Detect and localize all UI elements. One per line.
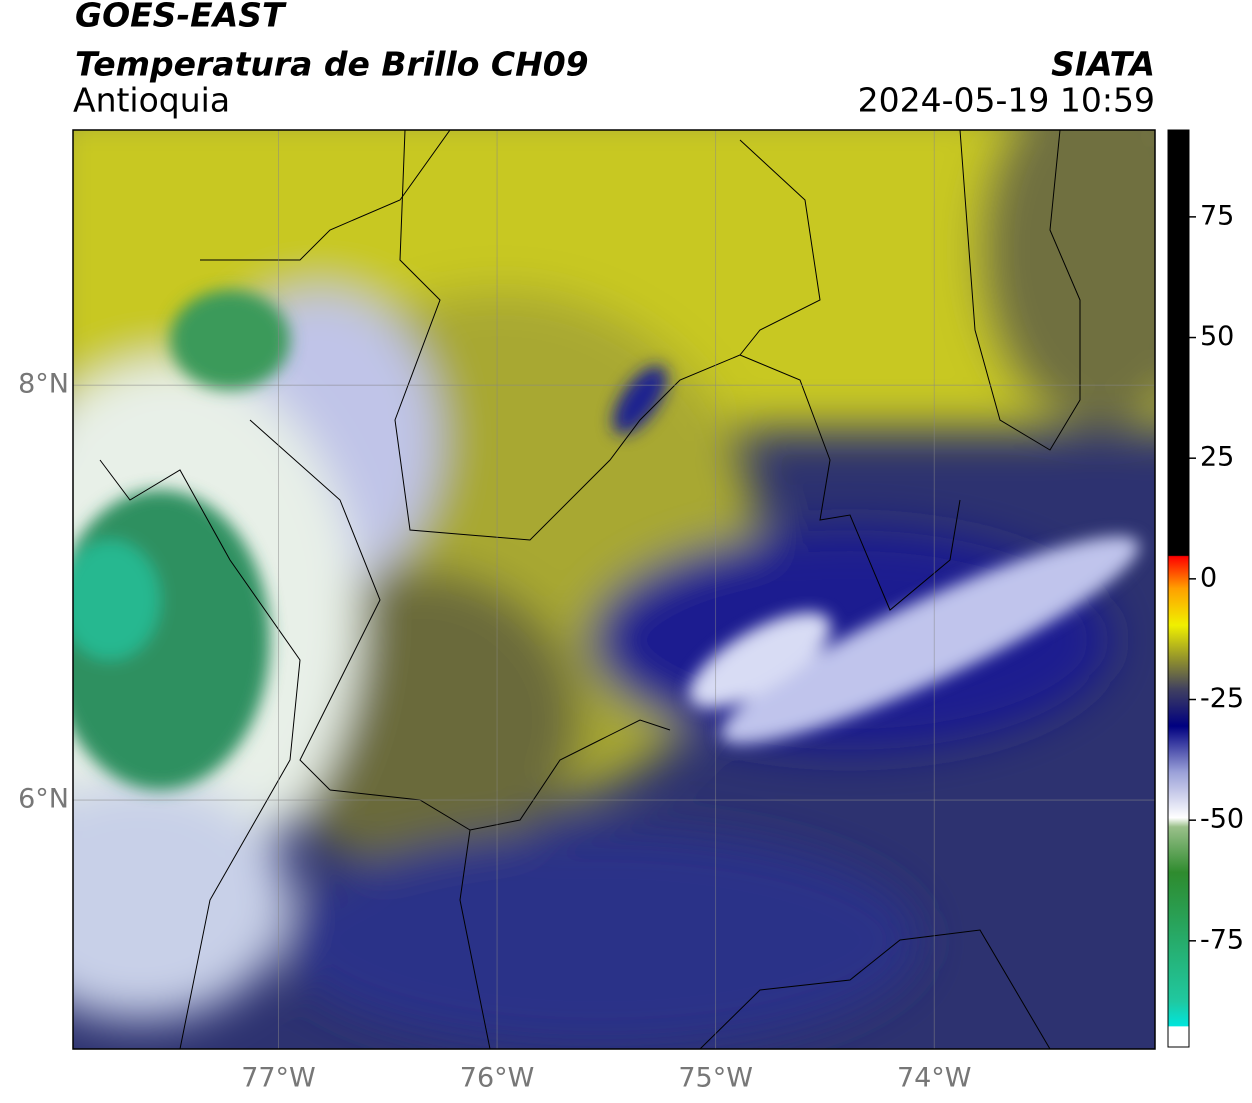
lon-label: 74°W <box>897 1063 972 1094</box>
lat-label: 6°N <box>18 784 69 815</box>
colorbar-tick-label: 25 <box>1200 442 1234 473</box>
product-title: Temperatura de Brillo CH09 <box>75 45 589 84</box>
datetime-label: 2024-05-19 10:59 <box>858 81 1155 120</box>
graticule <box>73 130 1155 1049</box>
colorbar-tick-label: 50 <box>1200 321 1234 352</box>
lon-label: 76°W <box>460 1063 535 1094</box>
lon-label: 77°W <box>241 1063 316 1094</box>
colorbar-tick-label: -25 <box>1200 683 1244 714</box>
lat-label: 8°N <box>18 369 69 400</box>
region-label: Antioquia <box>73 81 230 120</box>
map-frame <box>72 129 1156 1050</box>
map-field <box>73 130 1155 1049</box>
colorbar-tick-label: 75 <box>1200 200 1234 231</box>
colorbar-tick-label: -50 <box>1200 804 1244 835</box>
colorbar <box>1167 129 1190 1048</box>
colorbar-tick-label: 0 <box>1200 562 1217 593</box>
source-label: SIATA <box>1051 45 1155 84</box>
colorbar-tick-label: -75 <box>1200 924 1244 955</box>
lon-label: 75°W <box>678 1063 753 1094</box>
satellite-title: GOES-EAST <box>75 0 287 35</box>
